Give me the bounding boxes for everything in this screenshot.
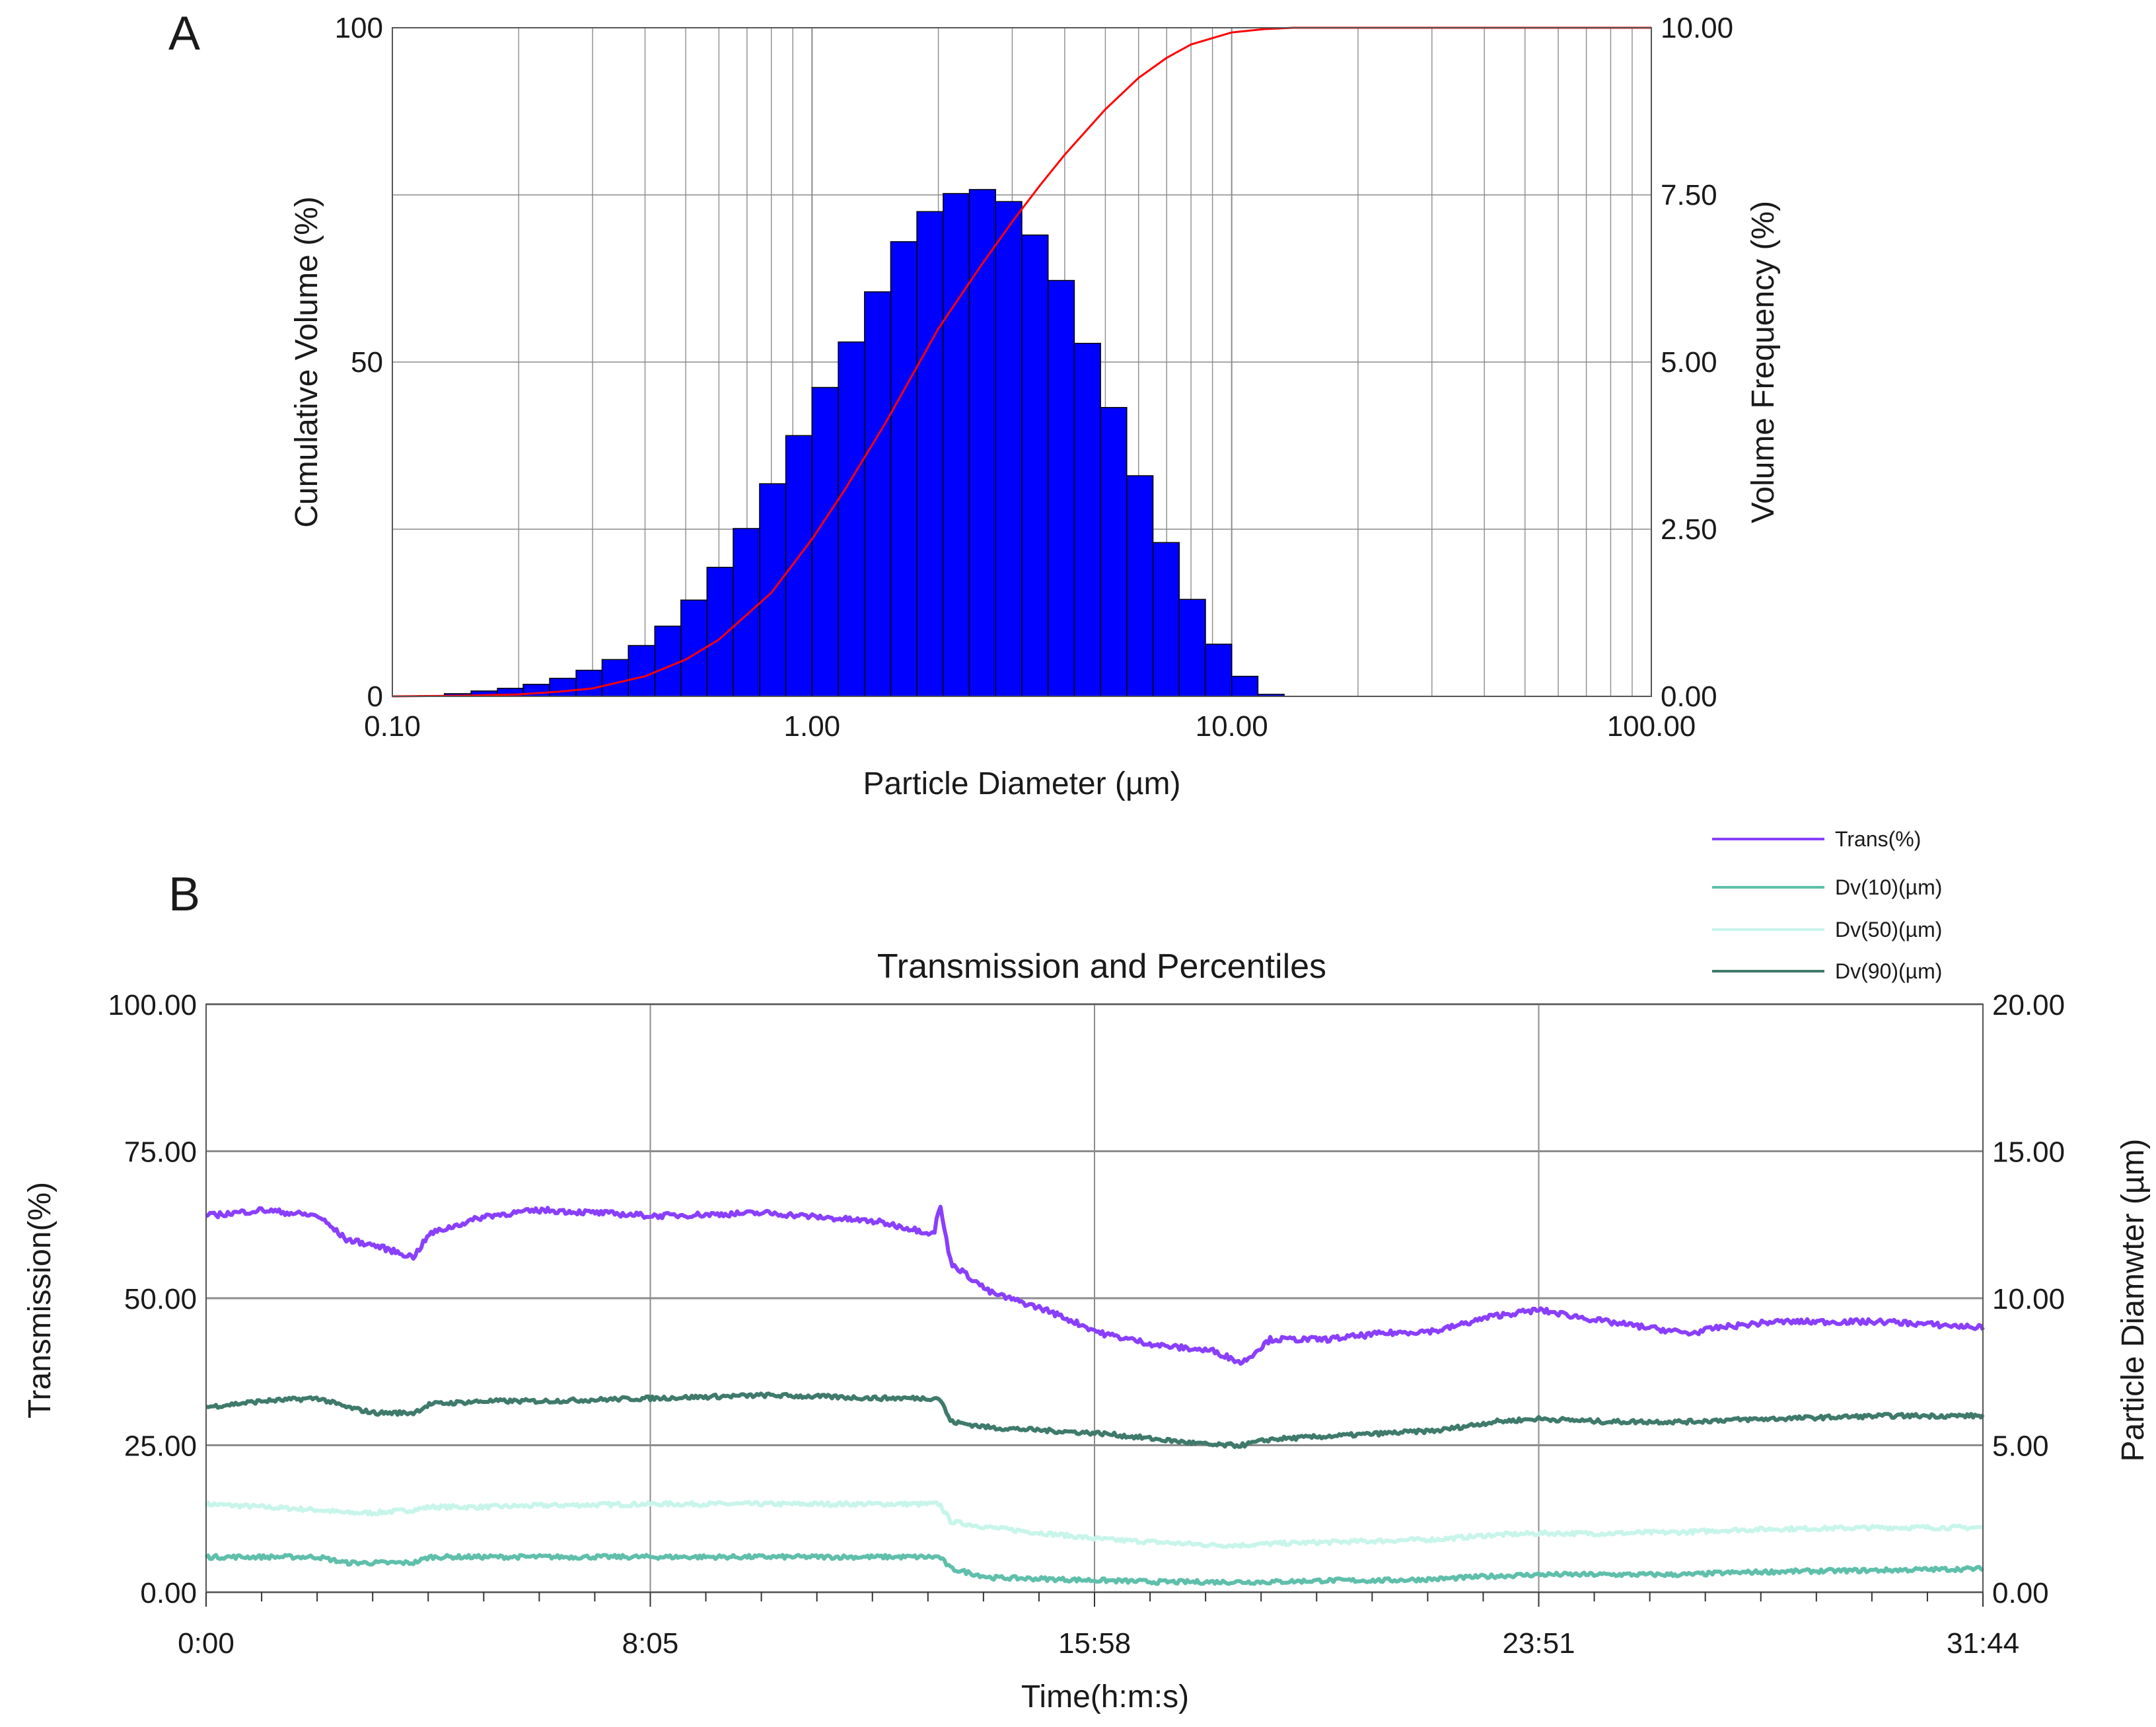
y-tick-label: 25.00 <box>124 1430 197 1463</box>
y2-tick-label: 10.00 <box>1661 12 1733 44</box>
frequency-bar <box>785 435 813 697</box>
frequency-bar <box>1073 342 1101 697</box>
legend-label: Dv(50)(µm) <box>1835 918 1942 941</box>
panel-a-letter: A <box>168 7 200 60</box>
panel-b-y-axis-title: Transmission(%) <box>22 1182 57 1418</box>
y2-tick-label: 0.00 <box>1661 680 1717 713</box>
frequency-bar <box>968 189 996 697</box>
legend-label: Trans(%) <box>1835 827 1921 851</box>
panel-a: A 0.10 1.00 10.00 100.00 0 50 100 0.00 2.50 5.00 7… <box>168 7 1781 801</box>
y-tick-label: 0 <box>367 680 383 713</box>
frequency-bar <box>864 291 892 697</box>
y-tick-label: 100.00 <box>108 989 197 1021</box>
frequency-bar <box>706 566 734 697</box>
panel-b-minor-ticks <box>205 1592 1984 1607</box>
x-tick-label: 31:44 <box>1947 1627 2019 1660</box>
panel-b: B Transmission and Percentiles 0:00 8:05 1… <box>22 827 2151 1714</box>
series-line <box>204 1500 1984 1549</box>
frequency-bar <box>575 669 603 697</box>
frequency-bar <box>549 677 577 697</box>
series-line <box>204 1553 1985 1586</box>
panel-a-tick-labels: 0.10 1.00 10.00 100.00 0 50 100 0.00 2.50 5.00 7.5… <box>335 12 1734 743</box>
panel-b-legend: Trans(%) Dv(10)(µm) Dv(50)(µm) Dv(90)(µm) <box>1712 827 1942 983</box>
legend-label: Dv(10)(µm) <box>1835 875 1942 899</box>
panel-a-plot-frame <box>392 27 1652 697</box>
frequency-bar <box>1100 407 1128 697</box>
panel-a-y2-axis-title: Volume Frequency (%) <box>1746 201 1781 523</box>
x-tick-label: 23:51 <box>1502 1627 1575 1660</box>
panel-b-series-lines <box>204 1204 1985 1586</box>
legend-label: Dv(90)(µm) <box>1835 959 1942 983</box>
panel-b-tick-labels: 0:00 8:05 15:58 23:51 31:44 0.00 25.00 50.00 75.… <box>108 989 2065 1660</box>
panel-b-grid <box>205 1003 1984 1594</box>
frequency-bar <box>943 193 970 697</box>
frequency-bar <box>1231 675 1259 697</box>
y-tick-label: 50.00 <box>124 1283 197 1315</box>
series-line <box>205 1204 1985 1366</box>
frequency-bar <box>733 528 760 697</box>
panel-b-chart-title: Transmission and Percentiles <box>877 947 1326 986</box>
y2-tick-label: 2.50 <box>1661 513 1717 546</box>
y2-tick-label: 5.00 <box>1992 1430 2049 1463</box>
panel-b-x-axis-title: Time(h:m:s) <box>1021 1679 1189 1714</box>
panel-a-curve-group <box>392 26 1651 698</box>
y2-tick-label: 5.00 <box>1661 346 1717 379</box>
panel-a-x-axis-title: Particle Diameter (µm) <box>863 766 1180 801</box>
panel-a-bars <box>417 189 1285 697</box>
frequency-bar <box>811 386 839 697</box>
x-tick-label: 10.00 <box>1196 710 1268 743</box>
x-tick-label: 0:00 <box>178 1627 234 1660</box>
x-tick-label: 0.10 <box>364 710 421 743</box>
panel-b-letter: B <box>168 868 200 921</box>
frequency-bar <box>838 341 865 697</box>
series-line <box>205 1391 1985 1450</box>
frequency-bar <box>916 211 944 697</box>
frequency-bar <box>1021 234 1049 697</box>
frequency-bar <box>890 241 917 697</box>
y2-tick-label: 20.00 <box>1992 989 2065 1021</box>
frequency-bar <box>1126 475 1154 697</box>
panel-a-y-axis-title: Cumulative Volume (%) <box>289 196 324 528</box>
y-tick-label: 100 <box>335 12 383 44</box>
frequency-bar <box>628 645 656 697</box>
y2-tick-label: 7.50 <box>1661 179 1717 211</box>
frequency-bar <box>1205 643 1233 697</box>
y2-tick-label: 10.00 <box>1992 1283 2065 1315</box>
y2-tick-label: 15.00 <box>1992 1136 2065 1169</box>
cumulative-volume-curve <box>392 26 1651 698</box>
frequency-bar <box>601 659 629 697</box>
x-tick-label: 100.00 <box>1607 710 1696 743</box>
y-tick-label: 0.00 <box>140 1577 197 1609</box>
y2-tick-label: 0.00 <box>1992 1577 2049 1609</box>
frequency-bar <box>1152 542 1180 697</box>
x-tick-label: 1.00 <box>784 710 841 743</box>
frequency-bar <box>654 625 682 697</box>
panel-b-y2-axis-title: Particle Diamwter (µm) <box>2116 1138 2151 1461</box>
y-tick-label: 50 <box>351 346 383 379</box>
frequency-bar <box>995 201 1023 697</box>
y-tick-label: 75.00 <box>124 1136 197 1169</box>
frequency-bar <box>1047 279 1075 697</box>
frequency-bar <box>1178 599 1206 697</box>
x-tick-label: 15:58 <box>1058 1627 1131 1660</box>
x-tick-label: 8:05 <box>622 1627 679 1660</box>
